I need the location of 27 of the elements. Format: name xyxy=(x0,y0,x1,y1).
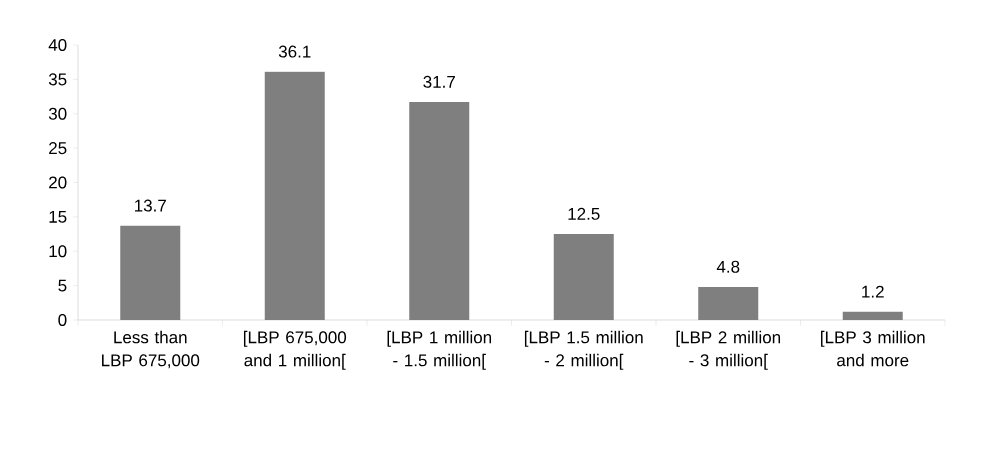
data-label: 1.2 xyxy=(862,285,884,298)
bar xyxy=(264,71,325,320)
bar xyxy=(553,234,614,320)
y-tick-label: 20 xyxy=(49,176,67,189)
data-label: 13.7 xyxy=(135,199,166,212)
y-tick-label: 40 xyxy=(48,38,67,52)
y-tick-label: 35 xyxy=(48,73,67,86)
x-tick-label: Less than LBP 675,000 xyxy=(102,330,200,369)
bar xyxy=(409,102,470,320)
y-tick-label: 25 xyxy=(49,142,67,155)
data-label: 4.8 xyxy=(716,260,740,273)
y-tick-label: 10 xyxy=(49,245,67,258)
data-label: 36.1 xyxy=(278,45,311,58)
x-tick-label: [LBP 1 million - 1.5 million[ xyxy=(387,330,492,370)
y-tick-label: 15 xyxy=(49,210,67,223)
data-label: 31.7 xyxy=(423,75,455,88)
bar xyxy=(842,311,903,320)
y-tick-label: 0 xyxy=(58,313,67,327)
y-tick-label: 30 xyxy=(48,107,67,120)
x-tick-label: [LBP 1.5 million - 2 million[ xyxy=(524,330,643,370)
bar xyxy=(120,225,181,320)
x-tick-label: [LBP 3 million and more xyxy=(821,330,925,367)
x-tick-label: [LBP 675,000 and 1 million[ xyxy=(243,330,347,370)
x-tick-label: [LBP 2 million - 3 million[ xyxy=(676,330,781,370)
bar xyxy=(698,286,759,320)
y-tick-label: 5 xyxy=(58,279,67,292)
data-label: 12.5 xyxy=(568,207,600,220)
